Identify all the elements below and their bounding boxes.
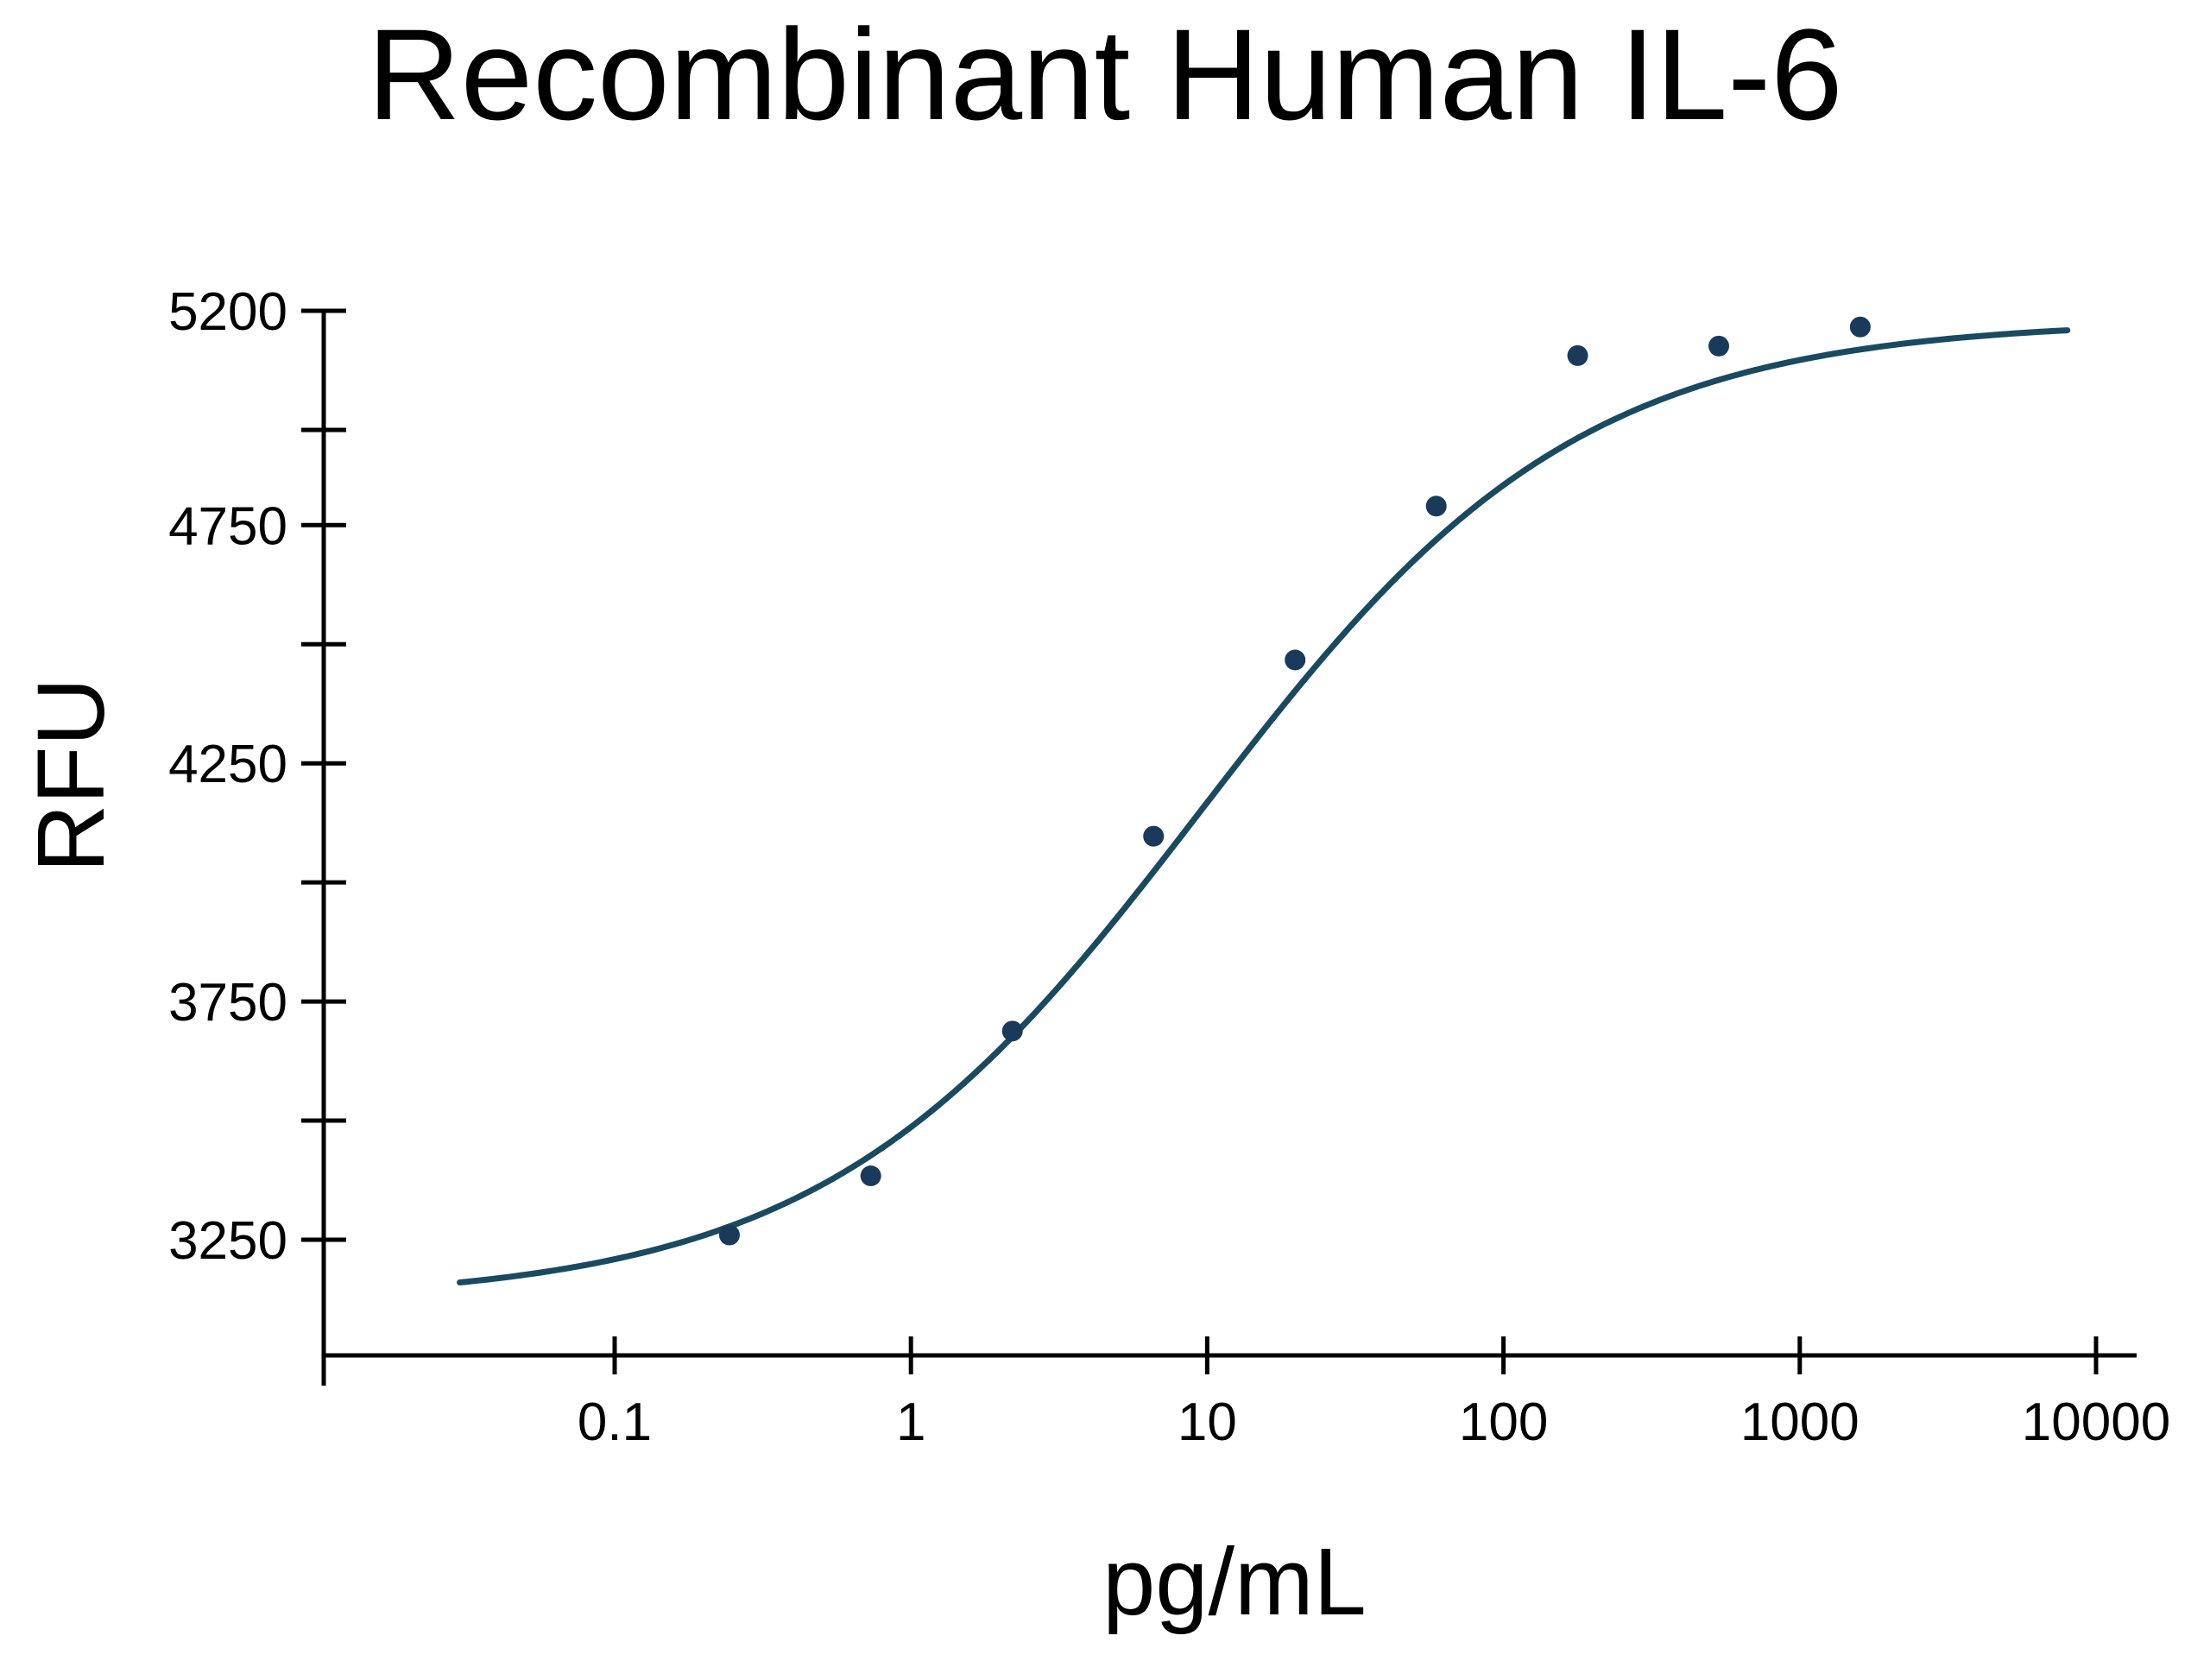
- x-tick-label: 100: [1459, 1393, 1548, 1452]
- x-tick-label: 0.1: [578, 1393, 652, 1452]
- chart-title: Recombinant Human IL-6: [367, 2, 1842, 147]
- fit-curve: [457, 327, 2071, 1286]
- fit-curve-group: [457, 327, 2071, 1286]
- x-axis-ticks: 0.1 1 10 100 1000 10000: [578, 1336, 2170, 1452]
- data-point: [1425, 496, 1447, 517]
- data-point: [718, 1224, 740, 1246]
- y-tick-label: 5200: [168, 282, 287, 342]
- y-axis-title: RFU: [18, 678, 124, 873]
- x-tick-label: 1: [896, 1393, 925, 1452]
- data-point: [1285, 649, 1306, 671]
- y-tick-label: 4250: [168, 735, 287, 794]
- x-tick-label: 1000: [1740, 1393, 1860, 1452]
- data-point: [1001, 1020, 1023, 1042]
- data-point: [1708, 335, 1730, 357]
- x-axis-title: pg/mL: [1102, 1529, 1367, 1635]
- data-points: [718, 316, 1871, 1246]
- data-point: [1143, 825, 1165, 847]
- y-tick-label: 3250: [168, 1211, 287, 1271]
- y-tick-label: 4750: [168, 496, 287, 556]
- x-tick-label: 10000: [2022, 1393, 2170, 1452]
- axes: [321, 311, 2137, 1386]
- x-tick-label: 10: [1178, 1393, 1237, 1452]
- y-tick-label: 3750: [168, 973, 287, 1033]
- data-point: [1849, 316, 1871, 338]
- y-axis-ticks: 3250 3750 4250 4750 5200: [168, 282, 346, 1271]
- data-point: [1567, 344, 1588, 366]
- data-point: [860, 1165, 881, 1187]
